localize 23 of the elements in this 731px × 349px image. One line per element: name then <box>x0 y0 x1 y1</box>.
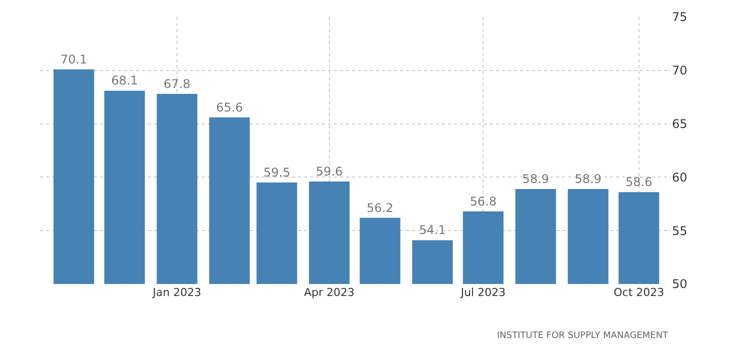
data-label: 65.6 <box>216 100 243 114</box>
y-tick-label: 50 <box>672 277 688 292</box>
text: INSTITUTE FOR SUPPLY MANAGEMENT <box>497 331 669 341</box>
y-tick-label: 60 <box>672 170 688 184</box>
data-label: 59.5 <box>263 166 290 180</box>
y-tick-label: 75 <box>672 10 688 24</box>
y-tick-label: 70 <box>672 64 688 78</box>
x-tick-label: Jan 2023 <box>152 286 202 299</box>
x-tick-label: Jul 2023 <box>460 286 506 299</box>
data-label: 70.1 <box>60 52 88 66</box>
data-label: 58.9 <box>522 172 550 186</box>
y-tick-label: 55 <box>672 224 688 238</box>
data-label: 54.1 <box>419 223 446 238</box>
data-label: 68.1 <box>111 74 138 88</box>
y-tick-label: 65 <box>672 117 688 131</box>
data-label: 59.6 <box>316 164 343 178</box>
x-tick-label: Apr 2023 <box>304 286 355 299</box>
data-label: 56.2 <box>366 200 394 215</box>
x-tick-label: Oct 2023 <box>614 286 664 299</box>
data-label: 67.8 <box>164 76 190 91</box>
data-label: 58.6 <box>626 175 652 190</box>
data-label: 58.9 <box>574 172 602 186</box>
data-label: 56.8 <box>470 194 497 208</box>
